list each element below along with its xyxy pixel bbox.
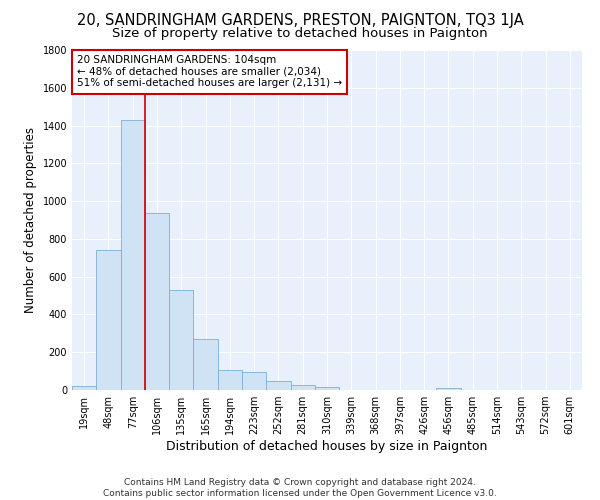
- Bar: [242, 372, 266, 390]
- Bar: [436, 388, 461, 390]
- Bar: [145, 214, 169, 390]
- Y-axis label: Number of detached properties: Number of detached properties: [24, 127, 37, 313]
- Bar: [121, 120, 145, 390]
- Bar: [96, 250, 121, 390]
- Bar: [193, 339, 218, 390]
- Bar: [315, 387, 339, 390]
- Text: 20, SANDRINGHAM GARDENS, PRESTON, PAIGNTON, TQ3 1JA: 20, SANDRINGHAM GARDENS, PRESTON, PAIGNT…: [77, 12, 523, 28]
- Text: 20 SANDRINGHAM GARDENS: 104sqm
← 48% of detached houses are smaller (2,034)
51% : 20 SANDRINGHAM GARDENS: 104sqm ← 48% of …: [77, 55, 342, 88]
- Bar: [72, 386, 96, 390]
- Bar: [266, 380, 290, 390]
- Bar: [290, 386, 315, 390]
- X-axis label: Distribution of detached houses by size in Paignton: Distribution of detached houses by size …: [166, 440, 488, 453]
- Text: Size of property relative to detached houses in Paignton: Size of property relative to detached ho…: [112, 28, 488, 40]
- Bar: [169, 290, 193, 390]
- Text: Contains HM Land Registry data © Crown copyright and database right 2024.
Contai: Contains HM Land Registry data © Crown c…: [103, 478, 497, 498]
- Bar: [218, 370, 242, 390]
